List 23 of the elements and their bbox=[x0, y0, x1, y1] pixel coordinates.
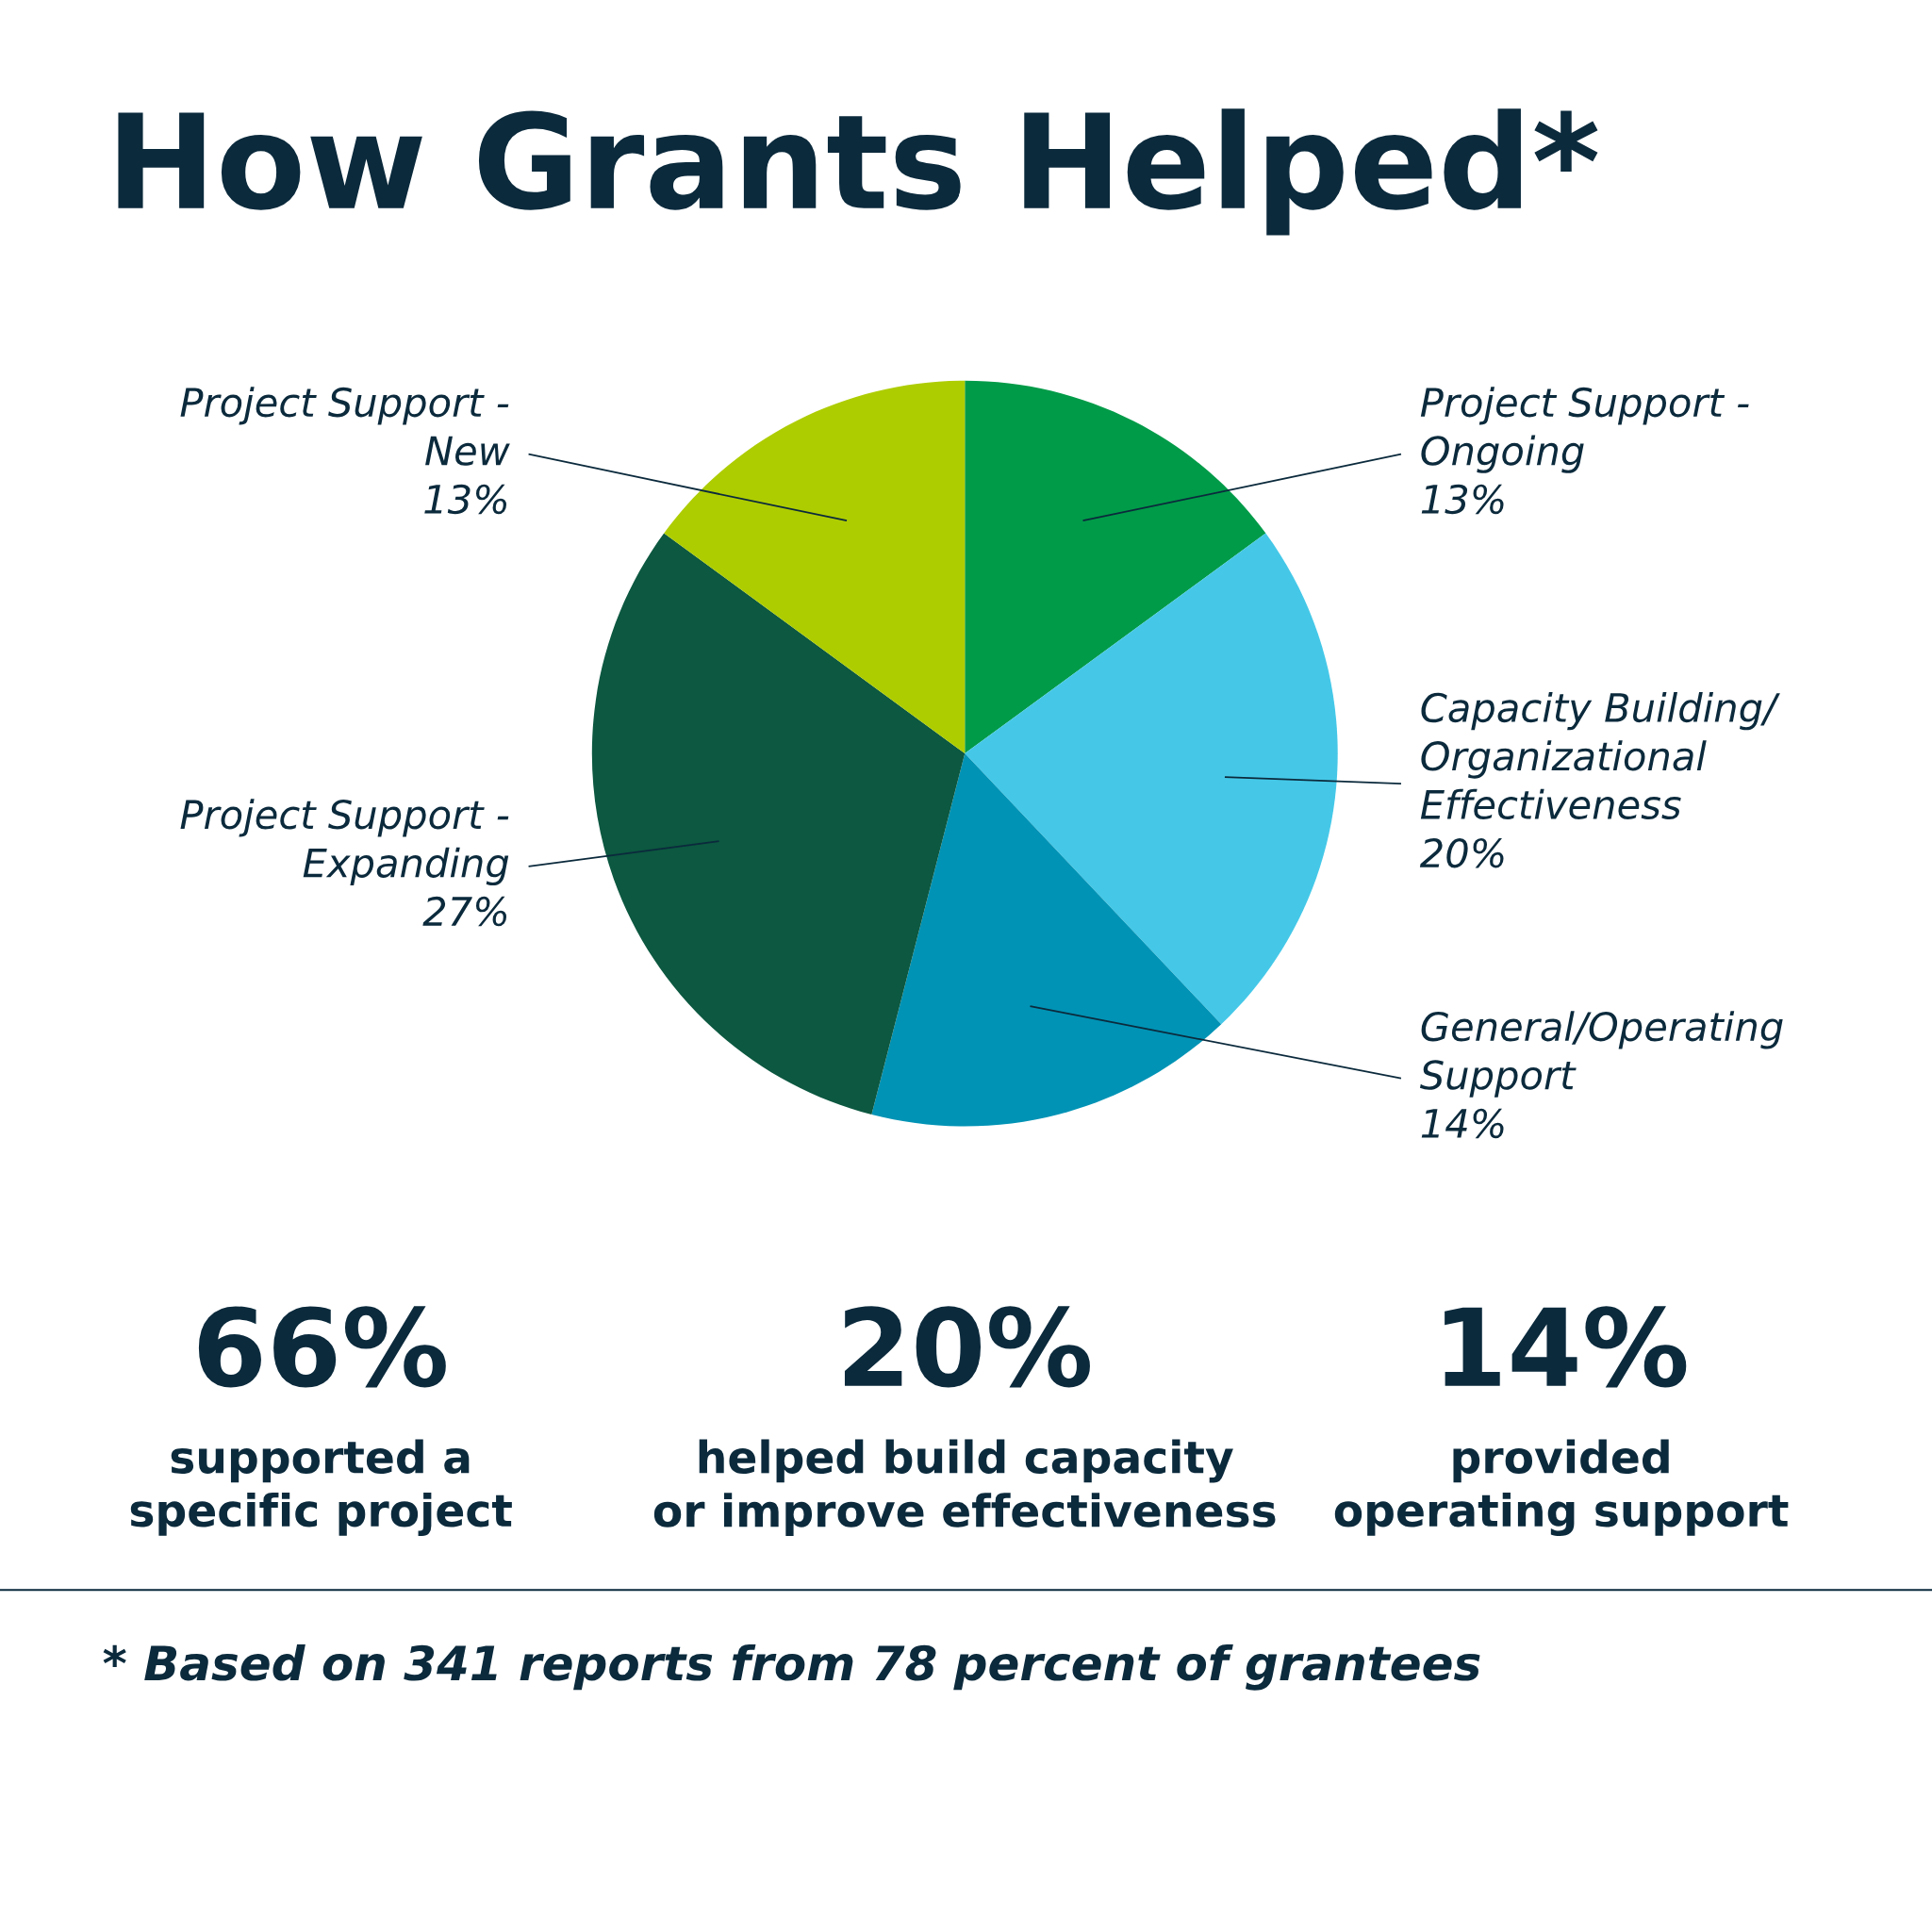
pie-slice bbox=[591, 533, 966, 1115]
text: 14% bbox=[1445, 1306, 1687, 1388]
text: 66% bbox=[198, 1306, 446, 1388]
pie-slice bbox=[871, 753, 1222, 1127]
text: helped build capacity or improve effectiveness bbox=[653, 1439, 1276, 1536]
slice-label: Project Support - Expanding bbox=[180, 799, 509, 885]
data-label: 13% bbox=[1421, 484, 1504, 515]
chart-title: How Grants Helped* bbox=[118, 108, 1598, 236]
text: 20% bbox=[844, 1306, 1090, 1388]
pie-slice bbox=[965, 380, 1266, 754]
text: provided operating support bbox=[1334, 1439, 1789, 1536]
slice-label: General/Operating Support bbox=[1419, 1011, 1783, 1098]
text: * Based on 341 reports from 78 percent of grantees bbox=[103, 1643, 1480, 1691]
data-label: 20% bbox=[1419, 837, 1504, 868]
slice-label: Project Support - Ongoing bbox=[1420, 387, 1749, 473]
pie-slice bbox=[965, 533, 1338, 1025]
text: supported a specific project bbox=[130, 1439, 512, 1536]
data-label: 14% bbox=[1421, 1108, 1504, 1139]
slice-label: Capacity Building/ Organizational Effectiveness bbox=[1420, 691, 1780, 819]
pie-slice bbox=[664, 380, 966, 754]
data-label: 13% bbox=[424, 484, 507, 515]
slice-label: Project Support - New bbox=[180, 387, 510, 466]
data-label: 27% bbox=[422, 896, 507, 927]
